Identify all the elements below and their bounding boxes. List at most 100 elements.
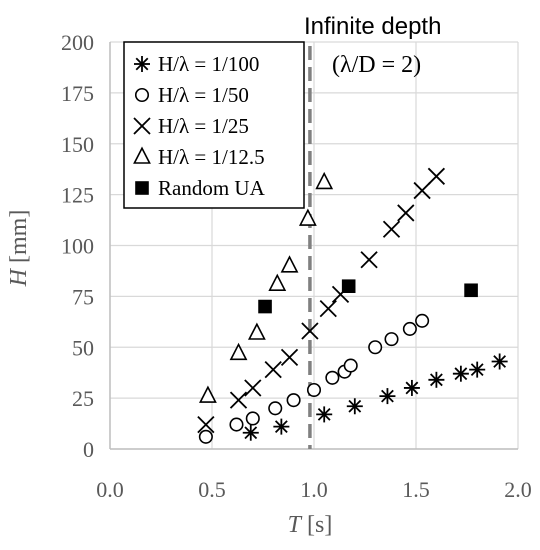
legend-marker [133,146,151,164]
x-stroke [319,299,337,318]
axes [109,42,518,450]
data-point [199,385,217,403]
data-point [247,322,266,340]
x-stroke [264,360,282,379]
asterisk-stroke [274,420,288,434]
legend-item: H/λ = 1/12.5 [133,145,265,169]
asterisk-stroke [244,426,258,440]
asterisk-stroke [348,399,362,413]
x-tick-labels: 0.0 0.5 1.0 1.5 2.0 [96,477,532,502]
data-point [229,417,244,432]
y-tick-label: 0 [83,437,94,462]
y-tick-label: 200 [61,30,94,55]
data-point [198,429,213,444]
data-point [382,220,401,238]
data-point [268,401,283,416]
series-asterisk [242,353,508,441]
data-point [315,171,334,190]
x-tick-label: 1.0 [300,477,328,502]
asterisk-stroke [381,389,394,403]
legend-item: H/λ = 1/100 [134,52,259,76]
x-stroke [397,204,415,222]
y-axis-unit: [mm] [6,210,32,263]
data-point [397,204,415,222]
x-axis-unit: [s] [307,512,332,538]
data-point [427,167,446,185]
data-point [384,332,399,347]
x-stroke [360,251,378,269]
data-point [403,379,420,396]
y-tick-label: 25 [72,386,94,411]
legend-marker [134,87,150,103]
legend-item: Random UA [135,176,266,200]
asterisk-stroke [470,363,484,377]
data-point [264,360,282,379]
legend-marker [134,56,150,72]
x-stroke [382,220,401,238]
data-point [273,418,290,435]
data-point [325,370,340,385]
data-point [197,415,215,434]
asterisk-stroke [405,381,419,395]
data-point [258,299,272,314]
data-point [268,273,287,291]
data-point [280,348,299,367]
x-stroke [229,391,248,409]
legend-item: H/λ = 1/50 [134,83,249,107]
legend-marker [133,117,151,135]
y-tick-label: 50 [72,335,94,360]
asterisk-stroke [493,355,507,368]
series-filled-square [258,279,478,314]
data-point [245,411,260,426]
data-point [415,313,430,328]
y-tick-label: 100 [61,234,94,259]
legend-label: H/λ = 1/100 [158,52,259,76]
y-axis-title: H [mm] [6,210,32,288]
asterisk-stroke [430,373,443,387]
data-point [368,340,383,355]
data-point [464,283,478,298]
x-stroke [244,379,262,397]
x-axis-title: T [s] [288,512,333,538]
y-tick-label: 75 [72,284,94,309]
y-tick-label: 175 [61,81,94,106]
data-point [469,361,486,378]
annotation-line-2: (λ/D = 2) [332,52,421,78]
data-point [346,398,363,415]
y-axis-variable: H [6,267,32,287]
data-point [229,342,248,361]
legend-box [123,41,305,209]
legend-label: H/λ = 1/12.5 [158,145,265,169]
data-point [402,321,417,336]
legend-item: H/λ = 1/25 [133,114,249,138]
x-tick-label: 2.0 [504,477,532,502]
legend-label: Random UA [158,176,266,200]
data-point [491,353,508,370]
x-stroke [301,322,319,340]
legend: H/λ = 1/100 H/λ = 1/50 H/λ = 1/25 H/λ = 1/1… [123,41,305,209]
data-point [306,382,322,398]
x-stroke [197,415,215,434]
y-tick-label: 150 [61,132,94,157]
asterisk-stroke [135,57,149,71]
x-axis-variable: T [288,512,303,538]
legend-label: H/λ = 1/25 [158,114,249,138]
legend-marker [135,181,149,195]
asterisk-stroke [454,367,468,381]
data-point [242,424,259,441]
data-point [319,299,337,318]
data-point [360,251,378,269]
data-point [413,181,431,200]
data-point [280,255,299,273]
data-point [343,358,358,373]
x-stroke [413,181,431,200]
y-tick-label: 125 [61,183,94,208]
series-open-circle [198,313,430,444]
data-point [229,391,248,409]
x-tick-label: 1.5 [402,477,430,502]
annotation-line-1: Infinite depth [304,13,441,40]
data-point [428,371,445,388]
asterisk-stroke [317,408,331,421]
data-markers [197,167,508,444]
data-point [341,279,356,293]
